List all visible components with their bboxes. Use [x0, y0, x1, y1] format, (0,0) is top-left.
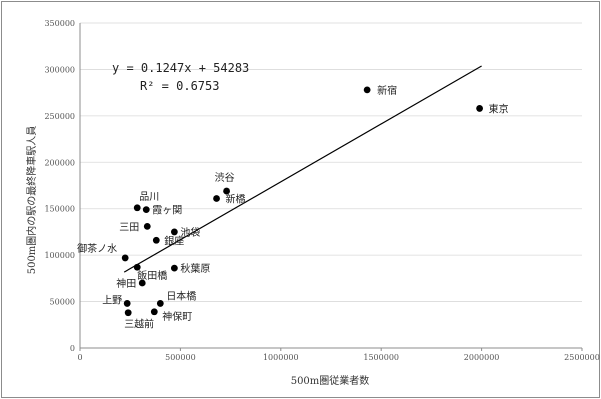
- x-tick-label: 2000000: [464, 353, 500, 362]
- y-tick-label: 50000: [50, 298, 75, 307]
- y-tick-labels: 0 50000 100000 150000 200000 250000 300000 3500…: [44, 19, 75, 353]
- data-point: [213, 195, 220, 202]
- x-tick-label: 2500000: [564, 353, 600, 362]
- x-tick-labels: 0 500000 1000000 1500000 2000000 2500000: [77, 353, 599, 362]
- data-point: [133, 263, 141, 271]
- data-point: [363, 86, 371, 94]
- data-point-label: 上野: [102, 294, 122, 306]
- data-point: [156, 300, 164, 307]
- data-point-label: 飯田橋: [137, 269, 167, 282]
- grid-lines: [80, 22, 582, 302]
- r-squared-label: R² = 0.6753: [140, 79, 219, 93]
- data-point: [170, 228, 178, 236]
- data-point: [124, 309, 132, 317]
- data-point: [121, 254, 129, 262]
- data-point-label: 御茶ノ水: [77, 242, 117, 255]
- data-point-label: 三田: [119, 222, 139, 233]
- data-point: [142, 206, 150, 214]
- x-tick-label: 0: [77, 353, 82, 362]
- y-tick-label: 250000: [44, 112, 75, 121]
- x-tick-label: 1000000: [263, 353, 299, 362]
- data-point-label: 東京: [489, 102, 509, 115]
- data-point: [143, 222, 151, 230]
- data-point-label: 秋葉原: [180, 262, 210, 275]
- data-point-label: 銀座: [164, 234, 184, 247]
- data-point: [152, 236, 160, 244]
- y-tick-label: 100000: [44, 251, 75, 260]
- y-axis-title: 500m圏内の駅の最終降車駅人員: [25, 126, 38, 275]
- trendline: [123, 65, 482, 273]
- data-point-label: 日本橋: [166, 289, 196, 302]
- data-point: [123, 300, 131, 307]
- y-tick-label: 350000: [44, 19, 75, 28]
- x-axis-title: 500m圏従業者数: [291, 374, 370, 387]
- x-tick-label: 1500000: [363, 353, 399, 362]
- y-tick-label: 0: [70, 344, 75, 353]
- data-point: [170, 264, 178, 272]
- data-point-label: 新橋: [226, 193, 246, 206]
- data-point-label: 池袋: [180, 226, 200, 239]
- data-point: [138, 279, 146, 287]
- y-tick-label: 200000: [44, 158, 75, 167]
- data-point-label: 品川: [139, 191, 159, 203]
- data-point: [223, 187, 230, 195]
- data-point: [150, 308, 158, 316]
- trendline-group: [123, 65, 482, 273]
- y-tick-label: 300000: [44, 65, 75, 74]
- trendline-equation: y = 0.1247x + 54283: [112, 61, 249, 75]
- x-tick-label: 500000: [165, 353, 196, 362]
- data-point: [476, 105, 483, 112]
- data-point-label: 霞ヶ関: [152, 205, 182, 217]
- data-point-label: 神田: [116, 277, 136, 290]
- data-point-label: 渋谷: [215, 171, 235, 184]
- data-point-label: 三越前: [124, 318, 154, 331]
- y-tick-label: 150000: [44, 205, 75, 214]
- axes: [79, 23, 583, 351]
- data-points: [121, 86, 483, 317]
- data-point-label: 神保町: [162, 310, 192, 323]
- data-point: [133, 204, 141, 212]
- data-point-label: 新宿: [377, 84, 397, 97]
